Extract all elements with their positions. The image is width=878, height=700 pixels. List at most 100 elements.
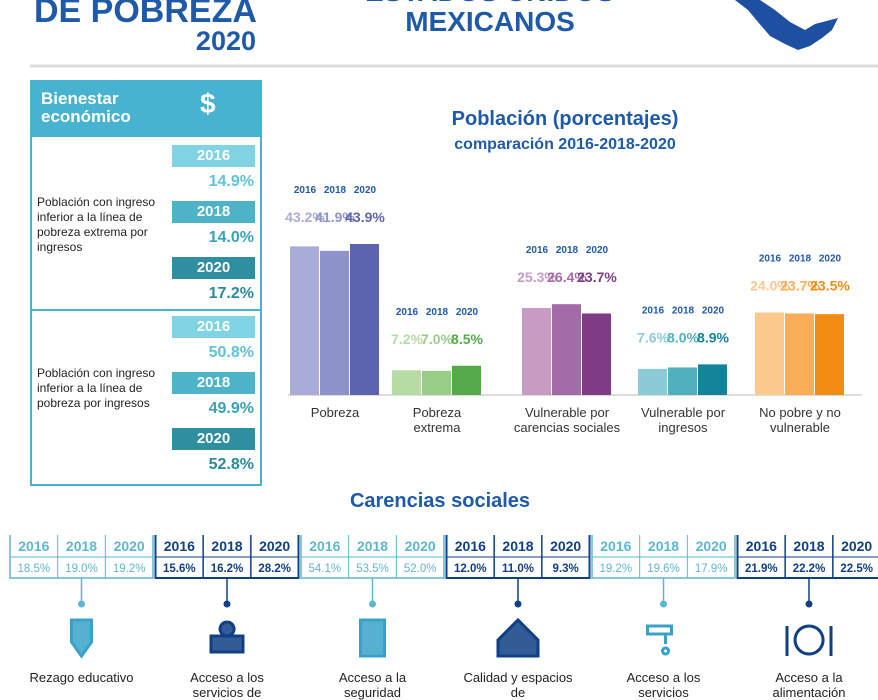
value-label: 23.5%: [810, 277, 850, 293]
carencia-value: 19.6%: [647, 563, 680, 575]
value-label: 43.2%: [285, 209, 325, 225]
carencia-year: 2016: [746, 538, 777, 554]
legend-year: 2016: [526, 245, 549, 256]
carencia-value: 19.2%: [113, 563, 146, 575]
carencia-value: 22.5%: [840, 563, 873, 575]
category-label: Vulnerable por ingresos: [640, 405, 726, 435]
category-label: Pobreza: [310, 405, 360, 420]
year-badge: 2018: [172, 201, 255, 223]
category-icon: [785, 624, 833, 656]
carencia-value: 54.1%: [309, 563, 342, 575]
carencia-label: Acceso a los servicios de: [190, 670, 264, 700]
carencias-title: Carencias sociales: [349, 490, 531, 512]
carencia-value: 16.2%: [211, 563, 244, 575]
carencia-year: 2016: [455, 538, 486, 554]
category-label: No pobre y no vulnerable: [759, 405, 841, 435]
header-year: 2020: [195, 26, 256, 56]
header-title: DE POBREZA: [34, 0, 257, 30]
sidebar-value: 49.9%: [208, 400, 254, 417]
value-label: 23.7%: [780, 277, 820, 293]
carencia-value: 28.2%: [258, 563, 291, 575]
bar: [422, 370, 451, 395]
legend-year: 2020: [819, 253, 842, 264]
bar: [785, 313, 814, 395]
year-badge: 2016: [172, 316, 255, 338]
bar: [522, 307, 551, 395]
legend-year: 2020: [354, 185, 377, 196]
carencia-value: 18.5%: [18, 563, 51, 575]
category-label: Vulnerable por carencias sociales: [513, 405, 621, 435]
carencia-year: 2020: [696, 538, 727, 554]
bar: [552, 304, 581, 395]
carencia-value: 53.5%: [356, 563, 389, 575]
bar: [582, 313, 611, 395]
carencia-year: 2020: [405, 538, 436, 554]
legend-year: 2018: [556, 245, 579, 256]
carencia-year: 2018: [66, 538, 97, 554]
map: [735, 0, 838, 50]
legend-year: 2020: [702, 305, 725, 316]
value-label: 7.0%: [421, 331, 453, 347]
bar: [320, 250, 349, 395]
legend-year: 2016: [759, 253, 782, 264]
carencia-label: Acceso a los servicios: [626, 670, 701, 700]
carencia-year: 2020: [114, 538, 145, 554]
sidebar-value: 52.8%: [208, 456, 254, 473]
carencia-value: 9.3%: [553, 563, 579, 575]
carencia-year: 2018: [502, 538, 533, 554]
year-badge: 2016: [172, 145, 255, 167]
legend-year: 2018: [324, 185, 347, 196]
legend-year: 2020: [586, 245, 609, 256]
bar: [452, 365, 481, 395]
sidebar-label: Población con ingreso inferior a la líne…: [37, 366, 156, 410]
carencia-value: 17.9%: [695, 563, 728, 575]
value-label: 25.3%: [517, 269, 557, 285]
sidebar-value: 14.9%: [208, 173, 254, 190]
category-icon: [496, 617, 540, 658]
chart-title: Población (porcentajes): [451, 108, 679, 130]
carencia-year: 2018: [211, 538, 242, 554]
bar: [350, 243, 379, 395]
header-country: MEXICANOS: [405, 6, 575, 37]
carencia-year: 2020: [259, 538, 290, 554]
carencia-year: 2020: [550, 538, 581, 554]
value-label: 43.9%: [345, 209, 385, 225]
carencia-year: 2016: [309, 538, 340, 554]
value-label: 7.6%: [637, 329, 669, 345]
carencia-year: 2016: [164, 538, 195, 554]
carencia-value: 12.0%: [454, 563, 487, 575]
carencia-value: 11.0%: [502, 563, 534, 575]
value-label: 23.7%: [577, 269, 617, 285]
connector-dot: [78, 600, 85, 608]
value-label: 7.2%: [391, 331, 423, 347]
year-badge: 2020: [172, 428, 255, 450]
legend-year: 2018: [672, 305, 695, 316]
sidebar-label: Población con ingreso inferior a la líne…: [37, 195, 156, 254]
sidebar-panel: [30, 137, 262, 486]
carencia-year: 2018: [793, 538, 824, 554]
carencia-label: Acceso a la seguridad: [338, 670, 407, 700]
carencia-label: Rezago educativo: [29, 670, 134, 685]
bar: [638, 368, 667, 395]
category-label: Pobreza extrema: [412, 405, 462, 435]
sidebar-value: 17.2%: [208, 285, 254, 302]
legend-year: 2018: [789, 253, 812, 264]
carencia-label: Acceso a la alimentación: [772, 670, 846, 700]
legend-year: 2018: [426, 307, 449, 318]
chart-subtitle: comparación 2016-2018-2020: [454, 136, 676, 153]
legend-year: 2016: [396, 307, 419, 318]
category-icon: [359, 618, 386, 658]
carencia-value: 22.2%: [793, 563, 826, 575]
value-label: 8.0%: [667, 329, 699, 345]
carencia-year: 2016: [18, 538, 49, 554]
header-country-top: ESTADOS UNIDOS: [300, 0, 680, 8]
bar: [290, 246, 319, 395]
carencia-value: 19.0%: [65, 563, 98, 575]
connector-dot: [514, 600, 522, 608]
sidebar-divider: [30, 309, 262, 311]
bar: [392, 370, 421, 395]
carencia-value: 19.2%: [600, 563, 633, 575]
year-badge: 2020: [172, 257, 255, 279]
connector-dot: [660, 600, 667, 608]
